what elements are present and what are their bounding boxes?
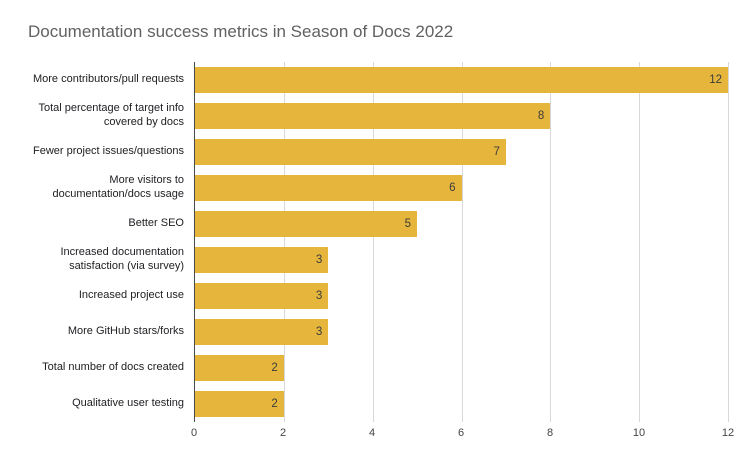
chart-row: 3: [195, 242, 728, 278]
chart-row: 3: [195, 314, 728, 350]
category-label: Qualitative user testing: [72, 397, 184, 410]
category-label: More contributors/pull requests: [32, 73, 184, 86]
bar: 2: [195, 355, 284, 381]
x-tick-label: 6: [457, 427, 465, 439]
bar-chart: More contributors/pull requests Total per…: [26, 62, 729, 422]
category-label: More visitors to documentation/docs usag…: [52, 174, 184, 200]
gridline: [461, 62, 463, 422]
chart-row: 3: [195, 278, 728, 314]
plot-area: 12 8 7 6 5 3 3 3 2 2: [194, 62, 729, 422]
x-tick-label: 0: [190, 427, 198, 439]
gridline: [283, 62, 285, 422]
labels-column: More contributors/pull requests Total per…: [26, 62, 194, 422]
axis-ticks: 0 2 4 6 8 10 12: [190, 427, 734, 443]
chart-row: 7: [195, 134, 728, 170]
chart-row: 8: [195, 98, 728, 134]
category-label: Increased project use: [78, 289, 184, 302]
bar: 7: [195, 139, 506, 165]
gridline: [372, 62, 374, 422]
x-tick-label: 4: [368, 427, 376, 439]
bar: 3: [195, 247, 329, 273]
chart-row: 2: [195, 386, 728, 422]
category-label: More GitHub stars/forks: [67, 325, 184, 338]
x-tick-label: 10: [632, 427, 646, 439]
gridline: [639, 62, 641, 422]
bar: 12: [195, 67, 728, 93]
bar: 8: [195, 103, 551, 129]
category-label: Fewer project issues/questions: [32, 145, 184, 158]
axis-spacer: [26, 427, 194, 443]
bar: 6: [195, 175, 462, 201]
x-axis: 0 2 4 6 8 10 12: [26, 427, 734, 443]
category-label: Better SEO: [128, 217, 184, 230]
x-tick-label: 8: [546, 427, 554, 439]
chart-title: Documentation success metrics in Season …: [28, 22, 454, 41]
bar: 5: [195, 211, 418, 237]
gridline: [728, 62, 729, 422]
chart-row: 5: [195, 206, 728, 242]
x-tick-label: 12: [721, 427, 735, 439]
bar: 2: [195, 391, 284, 417]
category-label: Increased documentation satisfaction (vi…: [60, 246, 184, 272]
bar: 3: [195, 319, 329, 345]
chart-row: 12: [195, 62, 728, 98]
category-label: Total percentage of target info covered …: [38, 102, 184, 128]
chart-row: 6: [195, 170, 728, 206]
x-tick-label: 2: [279, 427, 287, 439]
gridline: [550, 62, 552, 422]
category-label: Total number of docs created: [42, 361, 184, 374]
chart-row: 2: [195, 350, 728, 386]
bar: 3: [195, 283, 329, 309]
